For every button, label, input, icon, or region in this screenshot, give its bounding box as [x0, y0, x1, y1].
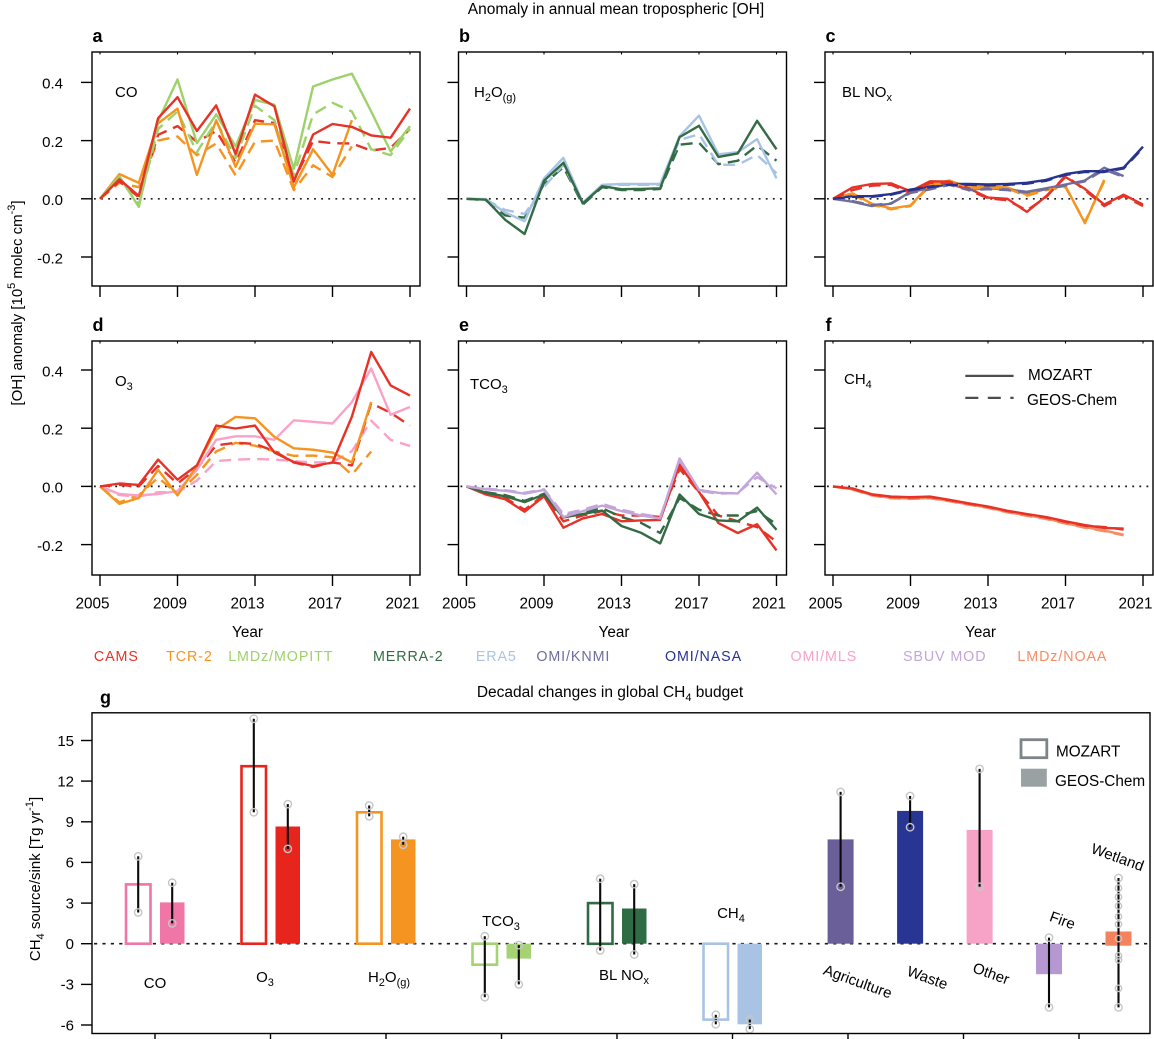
svg-text:MOZART: MOZART [1028, 367, 1092, 384]
svg-text:0.2: 0.2 [42, 422, 63, 439]
svg-text:a: a [93, 26, 104, 46]
svg-text:0.4: 0.4 [42, 363, 63, 380]
svg-text:0.2: 0.2 [42, 134, 63, 151]
svg-text:CAMS: CAMS [94, 649, 139, 665]
svg-text:Year: Year [232, 624, 263, 641]
svg-text:2013: 2013 [963, 596, 997, 613]
svg-text:e: e [459, 315, 469, 335]
svg-text:TCO3: TCO3 [470, 376, 508, 396]
svg-text:2005: 2005 [808, 596, 842, 613]
svg-text:2021: 2021 [1118, 596, 1152, 613]
svg-text:Decadal changes in global CH4: Decadal changes in global CH4 budget [477, 684, 744, 704]
svg-text:Year: Year [599, 624, 630, 641]
svg-text:0.0: 0.0 [42, 480, 63, 497]
svg-text:-3: -3 [61, 977, 74, 994]
svg-text:2021: 2021 [385, 596, 419, 613]
svg-text:[OH] anomaly [105 molec cm-3]: [OH] anomaly [105 molec cm-3] [6, 200, 26, 405]
svg-text:BL NOx: BL NOx [842, 84, 892, 104]
svg-text:2021: 2021 [752, 596, 786, 613]
svg-text:2017: 2017 [308, 596, 342, 613]
svg-text:OMI/MLS: OMI/MLS [790, 649, 857, 665]
svg-text:GEOS-Chem: GEOS-Chem [1027, 392, 1117, 409]
svg-text:LMDz/MOPITT: LMDz/MOPITT [228, 649, 333, 665]
svg-text:12: 12 [57, 773, 74, 790]
svg-text:6: 6 [66, 855, 74, 872]
svg-text:2005: 2005 [442, 596, 476, 613]
svg-text:ERA5: ERA5 [476, 649, 517, 665]
svg-text:2017: 2017 [1041, 596, 1075, 613]
svg-text:2009: 2009 [886, 596, 920, 613]
svg-text:f: f [826, 315, 833, 335]
svg-text:3: 3 [66, 895, 74, 912]
svg-text:CO: CO [115, 84, 138, 101]
svg-text:d: d [93, 315, 104, 335]
svg-text:0.4: 0.4 [42, 76, 63, 93]
svg-text:-0.2: -0.2 [37, 250, 63, 267]
svg-text:2013: 2013 [230, 596, 264, 613]
svg-text:BL NOx: BL NOx [599, 967, 649, 987]
svg-text:MERRA-2: MERRA-2 [373, 649, 444, 665]
svg-text:CH4: CH4 [717, 905, 745, 925]
svg-text:MOZART: MOZART [1056, 744, 1120, 761]
svg-text:2009: 2009 [153, 596, 187, 613]
svg-text:b: b [459, 26, 470, 46]
svg-text:Anomaly in annual mean troposp: Anomaly in annual mean tropospheric [OH] [468, 1, 764, 18]
svg-text:2013: 2013 [597, 596, 631, 613]
svg-text:CH4 source/sink [Tg yr-1]: CH4 source/sink [Tg yr-1] [24, 797, 47, 961]
svg-text:9: 9 [66, 814, 74, 831]
svg-text:2009: 2009 [519, 596, 553, 613]
svg-text:0.0: 0.0 [42, 192, 63, 209]
svg-text:OMI/KNMI: OMI/KNMI [536, 649, 610, 665]
svg-text:SBUV MOD: SBUV MOD [903, 649, 986, 665]
svg-text:-0.2: -0.2 [37, 538, 63, 555]
svg-text:Year: Year [965, 624, 996, 641]
svg-text:2017: 2017 [674, 596, 708, 613]
svg-text:OMI/NASA: OMI/NASA [665, 649, 742, 665]
svg-text:CO: CO [144, 975, 167, 992]
svg-text:GEOS-Chem: GEOS-Chem [1055, 773, 1145, 790]
svg-text:TCR-2: TCR-2 [166, 649, 213, 665]
svg-text:c: c [826, 26, 836, 46]
svg-text:-6: -6 [61, 1017, 74, 1034]
svg-text:CH4: CH4 [844, 371, 872, 391]
svg-text:LMDz/NOAA: LMDz/NOAA [1017, 649, 1107, 665]
svg-text:2005: 2005 [75, 596, 109, 613]
svg-text:15: 15 [57, 733, 74, 750]
svg-text:g: g [100, 688, 111, 708]
svg-text:0: 0 [66, 936, 74, 953]
svg-text:TCO3: TCO3 [482, 913, 520, 933]
